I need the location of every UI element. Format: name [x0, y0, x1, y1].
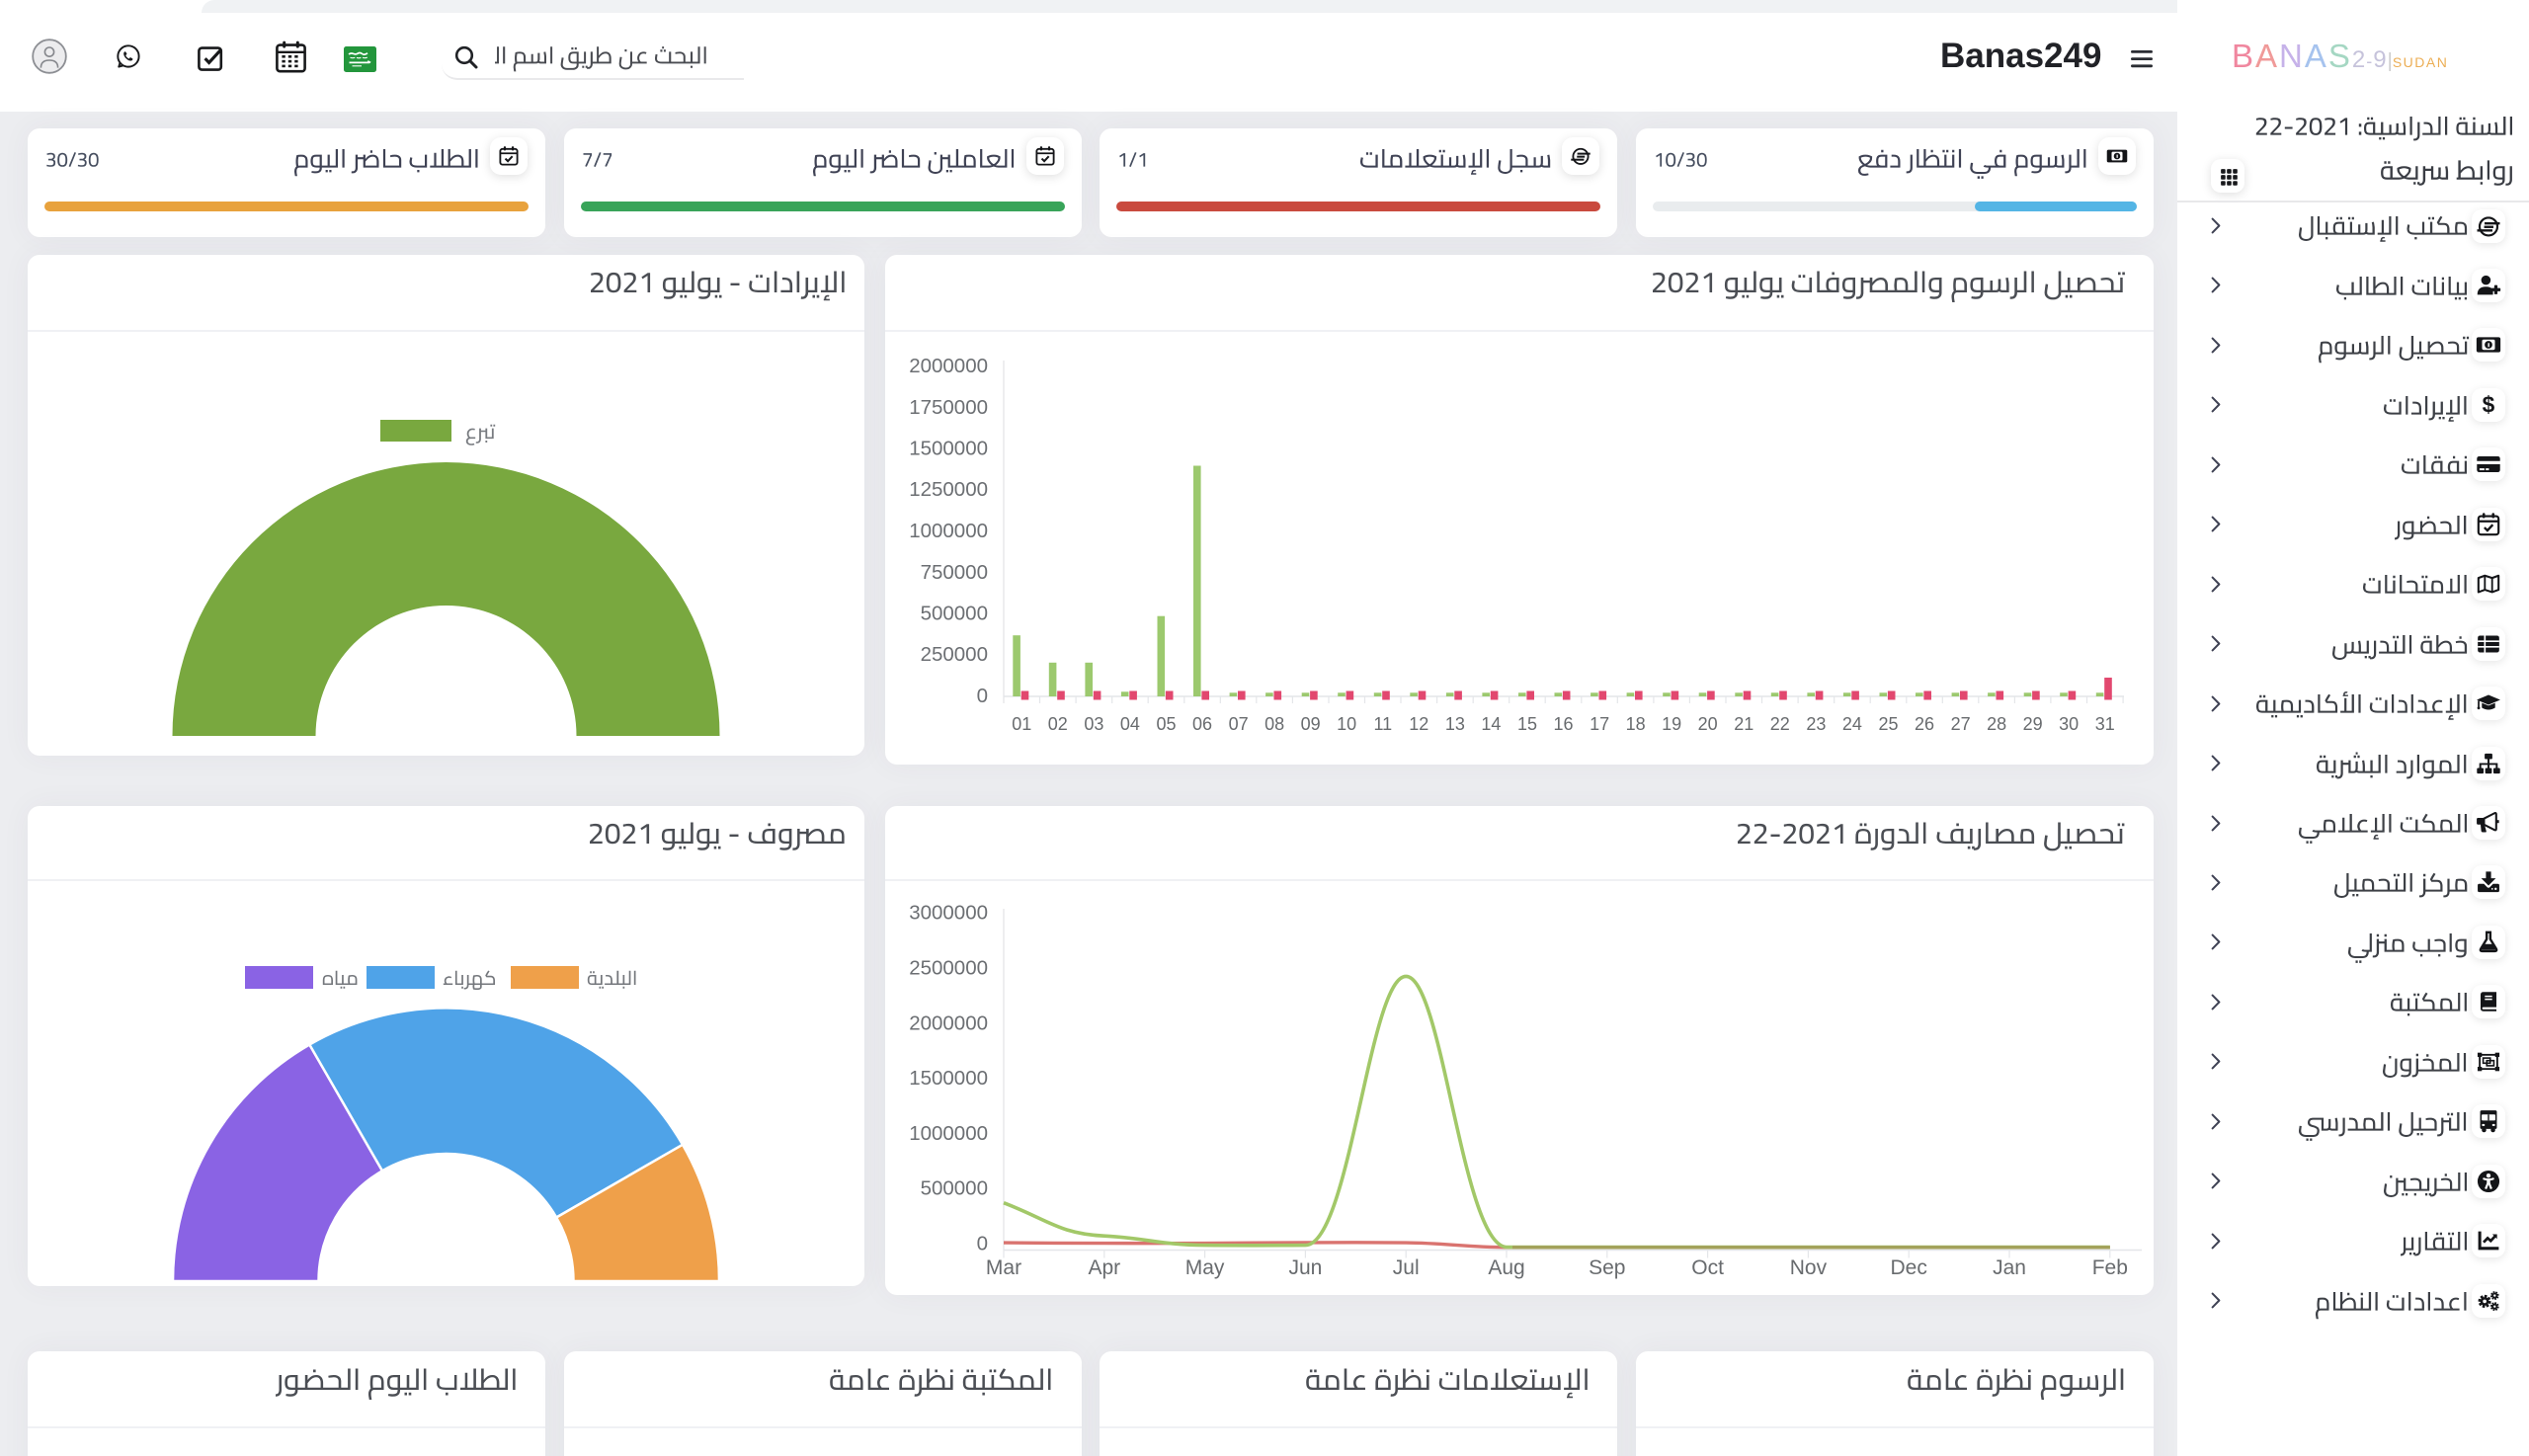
svg-text:03: 03 [1084, 714, 1103, 734]
svg-text:23: 23 [1806, 714, 1826, 734]
svg-text:24: 24 [1842, 714, 1862, 734]
svg-text:Jul: Jul [1393, 1256, 1420, 1279]
svg-text:13: 13 [1445, 714, 1465, 734]
svg-text:0: 0 [977, 685, 988, 707]
svg-text:09: 09 [1301, 714, 1321, 734]
svg-text:17: 17 [1590, 714, 1609, 734]
svg-text:06: 06 [1192, 714, 1212, 734]
svg-text:Nov: Nov [1790, 1256, 1828, 1279]
svg-text:500000: 500000 [921, 1177, 988, 1200]
svg-text:08: 08 [1264, 714, 1284, 734]
svg-text:04: 04 [1120, 714, 1140, 734]
svg-text:750000: 750000 [921, 561, 988, 584]
svg-text:20: 20 [1698, 714, 1718, 734]
svg-text:07: 07 [1229, 714, 1249, 734]
svg-text:05: 05 [1156, 714, 1176, 734]
svg-text:26: 26 [1915, 714, 1934, 734]
svg-text:01: 01 [1012, 714, 1031, 734]
svg-text:21: 21 [1734, 714, 1754, 734]
svg-text:1750000: 1750000 [909, 396, 988, 419]
svg-text:$: $ [2483, 392, 2495, 418]
svg-text:1000000: 1000000 [909, 520, 988, 542]
svg-text:Dec: Dec [1891, 1256, 1927, 1279]
svg-text:1500000: 1500000 [909, 438, 988, 460]
svg-text:Mar: Mar [986, 1256, 1021, 1279]
svg-text:Oct: Oct [1691, 1256, 1724, 1279]
svg-text:1250000: 1250000 [909, 478, 988, 501]
svg-text:0: 0 [977, 1233, 988, 1255]
svg-text:25: 25 [1878, 714, 1898, 734]
svg-text:22: 22 [1770, 714, 1790, 734]
svg-text:2000000: 2000000 [909, 1011, 988, 1034]
svg-text:2500000: 2500000 [909, 957, 988, 980]
svg-text:30: 30 [2059, 714, 2079, 734]
svg-text:28: 28 [1987, 714, 2006, 734]
svg-text:Aug: Aug [1488, 1256, 1524, 1279]
svg-text:500000: 500000 [921, 603, 988, 625]
svg-text:1000000: 1000000 [909, 1122, 988, 1145]
svg-text:14: 14 [1481, 714, 1501, 734]
svg-text:29: 29 [2023, 714, 2043, 734]
svg-text:12: 12 [1409, 714, 1428, 734]
svg-text:2000000: 2000000 [909, 355, 988, 377]
svg-text:Jun: Jun [1288, 1256, 1322, 1279]
svg-text:3000000: 3000000 [909, 902, 988, 925]
svg-text:18: 18 [1626, 714, 1646, 734]
svg-text:May: May [1185, 1256, 1225, 1279]
svg-text:19: 19 [1662, 714, 1681, 734]
svg-text:Jan: Jan [1993, 1256, 2026, 1279]
svg-text:31: 31 [2095, 714, 2115, 734]
svg-text:27: 27 [1951, 714, 1971, 734]
svg-text:11: 11 [1373, 714, 1392, 734]
svg-text:02: 02 [1048, 714, 1068, 734]
svg-text:15: 15 [1517, 714, 1537, 734]
svg-text:1500000: 1500000 [909, 1067, 988, 1090]
svg-text:Apr: Apr [1088, 1256, 1120, 1279]
svg-text:16: 16 [1553, 714, 1573, 734]
svg-text:Feb: Feb [2092, 1256, 2128, 1279]
svg-text:250000: 250000 [921, 643, 988, 666]
svg-text:10: 10 [1337, 714, 1356, 734]
svg-text:Sep: Sep [1589, 1256, 1625, 1279]
